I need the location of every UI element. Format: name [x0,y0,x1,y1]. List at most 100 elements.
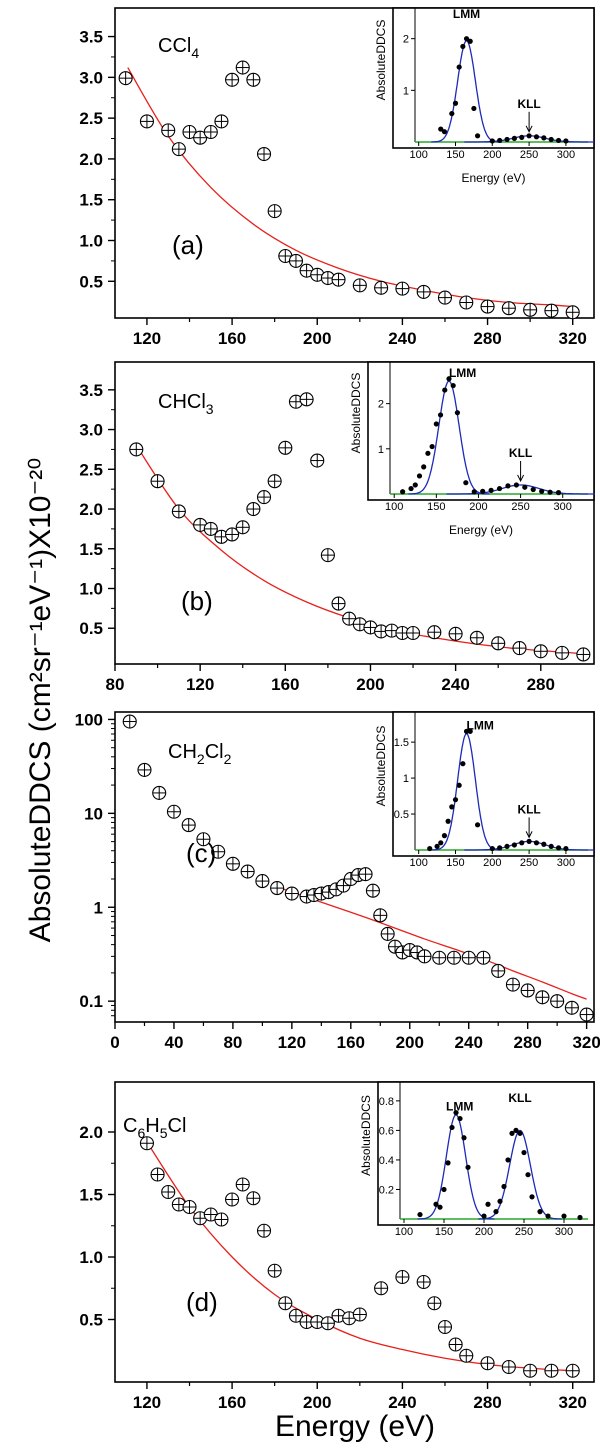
inset-gauss-kll [446,484,595,495]
inset-data-point [438,840,444,846]
inset-x-tick-label: 200 [483,857,501,869]
data-point [139,114,154,129]
data-point [137,762,152,777]
inset-data-point [433,421,439,427]
panel-label: (b) [181,586,213,616]
data-point [193,130,208,145]
data-point [129,442,144,457]
inset-data-point [460,43,466,50]
inset-data-point [511,842,517,848]
y-tick-label: 2.0 [79,150,103,169]
data-point [352,617,367,632]
data-point [196,832,211,847]
inset-data-point [539,488,545,494]
inset-frame [392,7,595,149]
data-point [448,626,463,641]
inset-x-tick-label: 300 [557,857,575,869]
inset-frame [392,711,595,857]
data-point [255,874,270,889]
data-point [459,1348,474,1363]
data-point [246,72,261,87]
inset-x-tick-label: 100 [410,149,428,161]
inset-data-point [504,136,510,143]
inset-data-point [449,1124,455,1131]
inset-data-point [541,841,547,847]
inset-data-point [449,804,455,810]
data-point [161,1184,176,1200]
inset-x-tick-label: 300 [554,501,572,513]
inset-data-point [408,485,414,492]
data-point [150,474,165,489]
y-tick-label: 2.0 [79,500,103,519]
inset-data-point [517,1130,523,1136]
data-point [461,950,476,965]
x-tick-label: 280 [513,1033,541,1052]
inset-x-tick-label: 150 [435,1226,453,1238]
data-point [432,950,447,965]
data-point [373,908,388,923]
data-point [256,1223,272,1238]
panel-c: 0 40 80 120 160 200 240 280 320 0.1 1 10 100 CH2Cl2 (c… [75,710,600,1052]
x-tick-label: 120 [278,1033,306,1052]
data-point [122,714,137,729]
x-tick-label: 280 [473,329,501,348]
y-tick-label: 1.0 [79,580,103,599]
y-tick-label: 0.5 [79,1311,103,1330]
data-point [256,146,272,162]
x-tick-label: 120 [133,1393,161,1412]
data-point [480,299,495,314]
inset-data-point [522,484,528,490]
x-tick-label: 240 [388,1393,416,1412]
inset-data-point [525,1172,531,1178]
inset-data-point [467,38,473,44]
inset-kll-arrowhead [525,125,533,133]
x-tick-label: 120 [186,675,214,694]
data-point [225,1192,240,1207]
y-axis-title: AbsoluteDDCS (cm²sr⁻¹eV⁻¹)X10⁻²⁰ [24,458,57,943]
data-point [166,804,182,819]
data-point [535,990,550,1005]
inset-data-point [450,382,456,389]
data-point [384,623,399,638]
inset-data-point [441,129,448,135]
plot-frame [114,711,595,1023]
inset-data-point [509,1130,515,1136]
inset-data-point [526,133,532,139]
inset-data-point [474,822,481,828]
y-tick-label: 3.5 [79,28,103,47]
inset-data-point [497,845,503,851]
inset-data-point [465,1164,471,1170]
molecule-label: CH2Cl2 [168,741,232,767]
data-point [523,302,538,317]
inset-data-point [471,489,477,495]
inset-x-tick-label: 200 [469,501,487,513]
inset-data-point [441,833,448,839]
data-point [211,844,226,859]
inset-data-point [505,483,511,489]
inset-y-title: AbsoluteDDCS [359,1095,373,1176]
data-point [225,72,240,87]
data-point [363,620,378,635]
panel-label: (c) [186,838,216,868]
inset-data-point [442,387,448,393]
inset-peak-label-kll: KLL [509,446,532,460]
data-point [576,647,591,662]
data-point [331,596,346,611]
y-tick-label: 0.1 [79,992,103,1011]
inset-data-point [489,138,495,144]
data-point [240,864,255,879]
inset-x-tick-label: 250 [515,1226,533,1238]
inset-data-point [533,840,540,846]
inset-data-point [548,843,554,850]
data-point [246,501,261,517]
inset-data-point [497,137,503,144]
inset-x-tick-label: 200 [475,1226,493,1238]
data-point [288,394,304,409]
data-point [565,1363,580,1378]
data-point [550,994,565,1009]
data-point [320,1316,335,1331]
fit-curve [146,1141,573,1372]
y-tick-label: 1.5 [79,1186,103,1205]
inset-data-point [452,100,459,106]
x-tick-label: 160 [337,1033,365,1052]
